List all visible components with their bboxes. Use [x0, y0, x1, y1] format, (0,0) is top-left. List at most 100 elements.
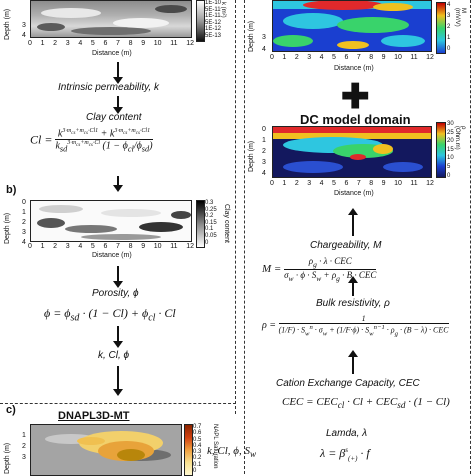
- tick: 0.5: [193, 436, 202, 443]
- tick: 5: [447, 163, 451, 170]
- panel-c-colorbar: [184, 424, 193, 476]
- tick: 10: [394, 54, 402, 61]
- tick: 3: [65, 243, 70, 250]
- tick: 0: [270, 180, 274, 187]
- tick: 8: [128, 243, 133, 250]
- arrow-k-to-clay: [113, 96, 123, 114]
- tick: 4: [22, 239, 26, 246]
- tick: 0: [28, 40, 32, 47]
- tick: 1: [22, 432, 26, 439]
- tick: 1: [22, 209, 26, 216]
- panel-b-distance-ticks: 0 1 2 3 4 5 6 7 8 9 10 11 12: [28, 243, 194, 250]
- tick: 5: [90, 40, 95, 47]
- tick: 1: [40, 243, 45, 250]
- panel-ip-depth-ticks: 3 4: [262, 32, 266, 56]
- tick: 2: [53, 243, 58, 250]
- panel-ip-colorbar-unit: M (mV/V): [454, 8, 466, 27]
- tick: 10: [153, 40, 162, 47]
- tick: 4: [262, 170, 266, 177]
- tick: 0.05: [205, 232, 217, 239]
- clay-content-equation: Cl = k3·mcs+mcs·Cl1 + k3·mcs+mcs·Cl1 ksd…: [30, 128, 153, 154]
- tick: 2: [53, 40, 58, 47]
- tick: 10: [394, 180, 402, 187]
- panel-b-colorbar-unit: Clay content: [223, 204, 230, 243]
- arrow-a-to-k: [113, 62, 123, 84]
- tick: 1E-11: [205, 13, 221, 19]
- resistivity-map: [272, 126, 432, 178]
- tick: 0.3: [193, 449, 202, 456]
- tick: 6: [103, 40, 108, 47]
- tick: 3: [22, 229, 26, 236]
- tick: 11: [410, 180, 418, 187]
- tick: 0: [262, 126, 266, 133]
- permeability-texture: [37, 5, 187, 35]
- tick: 0: [193, 468, 197, 475]
- tick: 3: [262, 159, 266, 166]
- lamda-label: Lamda, λ: [326, 428, 368, 439]
- porosity-label: Porosity, ϕ: [92, 288, 139, 299]
- arrow-clay-to-b: [113, 176, 123, 192]
- panel-b-colorbar: [196, 200, 205, 248]
- panel-a-colorbar-ticks: 1E-10 5E-11 1E-11 5E-12 1E-12 5E-13: [205, 0, 221, 39]
- tick: 3: [65, 40, 70, 47]
- tick: 2: [22, 219, 26, 226]
- panel-a-depth-tick-3: 3: [22, 22, 26, 29]
- tick: 5E-12: [205, 19, 222, 26]
- tick: 5: [332, 180, 336, 187]
- tick: 5: [90, 243, 95, 250]
- panel-c-depth-ticks: 1 2 3: [22, 430, 26, 463]
- arrow-chargeability-up: [348, 208, 358, 236]
- panel-c-output-text: k, Cl, ϕ, S: [207, 445, 250, 457]
- tick: 0: [22, 199, 26, 206]
- panel-a-depth-label: Depth (m): [4, 8, 11, 40]
- panel-ip-colorbar-ticks: 4 3 2 1 0: [447, 0, 450, 55]
- plus-icon: ✚: [341, 78, 370, 116]
- tick: 1: [447, 35, 451, 41]
- arrow-b-to-porosity: [113, 266, 123, 288]
- tick: 0.4: [193, 442, 202, 449]
- panel-dc-colorbar-ticks: 30 25 20 15 10 5 0: [447, 120, 454, 180]
- tick: 1E-10: [205, 0, 222, 6]
- tick: 0: [447, 46, 451, 52]
- tick: 1: [282, 54, 287, 61]
- tick: 7: [116, 40, 120, 47]
- panel-a-depth-tick-4: 4: [22, 32, 26, 39]
- tick: 1E-12: [205, 26, 222, 32]
- panel-a-colorbar-unit: k (m²): [220, 2, 226, 18]
- panel-b-distance-label: Distance (m): [92, 252, 132, 259]
- tick: 4: [78, 243, 83, 250]
- tick: 15: [447, 146, 454, 153]
- tick: 5: [332, 54, 336, 61]
- k-cl-phi-label: k, Cl, ϕ: [98, 350, 130, 361]
- tick: 3: [447, 13, 451, 19]
- tick: 11: [170, 243, 178, 250]
- lamda-equation: λ = βs(+) · f: [320, 446, 370, 463]
- arrow-cec-up: [348, 350, 358, 374]
- tick: 7: [356, 180, 361, 187]
- tick: 4: [319, 180, 324, 187]
- tick: 3: [307, 180, 312, 187]
- tick: 9: [381, 180, 386, 187]
- panel-dc-title: DC model domain: [300, 112, 411, 127]
- chargeability-equation: M = ρg · λ · CEC σw · ϕ · Sw + ρg · B · …: [262, 256, 377, 283]
- tick: 4: [319, 54, 324, 61]
- tick: 6: [344, 180, 349, 187]
- chargeability-texture: [273, 1, 431, 49]
- panel-c-title: DNAPL3D-MT: [58, 410, 130, 422]
- tick: 11: [410, 54, 418, 61]
- tick: 4: [78, 40, 83, 47]
- tick: 11: [170, 40, 178, 47]
- tick: 10: [153, 243, 162, 250]
- tick: 9: [141, 243, 146, 250]
- panel-c-colorbar-ticks: 0.7 0.6 0.5 0.4 0.3 0.2 0.1 0: [193, 424, 201, 474]
- tick: 2: [22, 443, 26, 450]
- tick: 0.3: [205, 200, 214, 206]
- tick: 0.7: [193, 424, 202, 430]
- panel-b-depth-ticks: 0 1 2 3 4: [22, 198, 26, 248]
- tick: 12: [186, 40, 194, 47]
- panel-dc-colorbar: [436, 122, 446, 178]
- tick: 0: [270, 54, 274, 61]
- napl-saturation-map: [30, 424, 182, 476]
- clay-content-map: [30, 200, 192, 242]
- tick: 12: [426, 180, 434, 187]
